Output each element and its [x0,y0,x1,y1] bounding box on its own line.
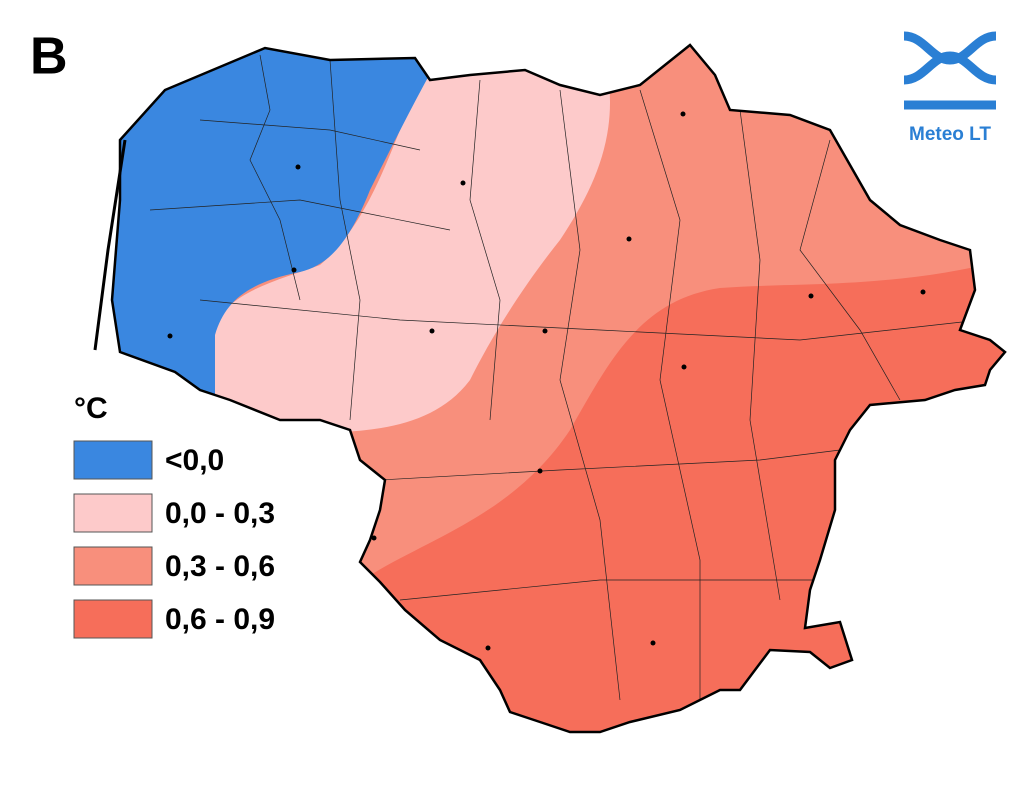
legend: <0,0 0,0 - 0,3 0,3 - 0,6 0,6 - 0,9 [73,440,275,639]
legend-label: <0,0 [165,444,224,477]
legend-label: 0,3 - 0,6 [165,550,275,583]
legend-swatch [73,599,153,639]
legend-label: 0,0 - 0,3 [165,497,275,530]
logo-icon [903,31,997,110]
zone [200,45,610,432]
legend-label: 0,6 - 0,9 [165,603,275,636]
city-dots [167,111,926,651]
panel-label: B [30,28,68,86]
legend-swatch [73,493,153,533]
zone [112,45,432,430]
district-borders [149,54,981,720]
legend-swatch [73,546,153,586]
legend-title: °C [74,392,108,425]
logo-text: Meteo LT [909,124,991,145]
legend-swatch [73,440,153,480]
